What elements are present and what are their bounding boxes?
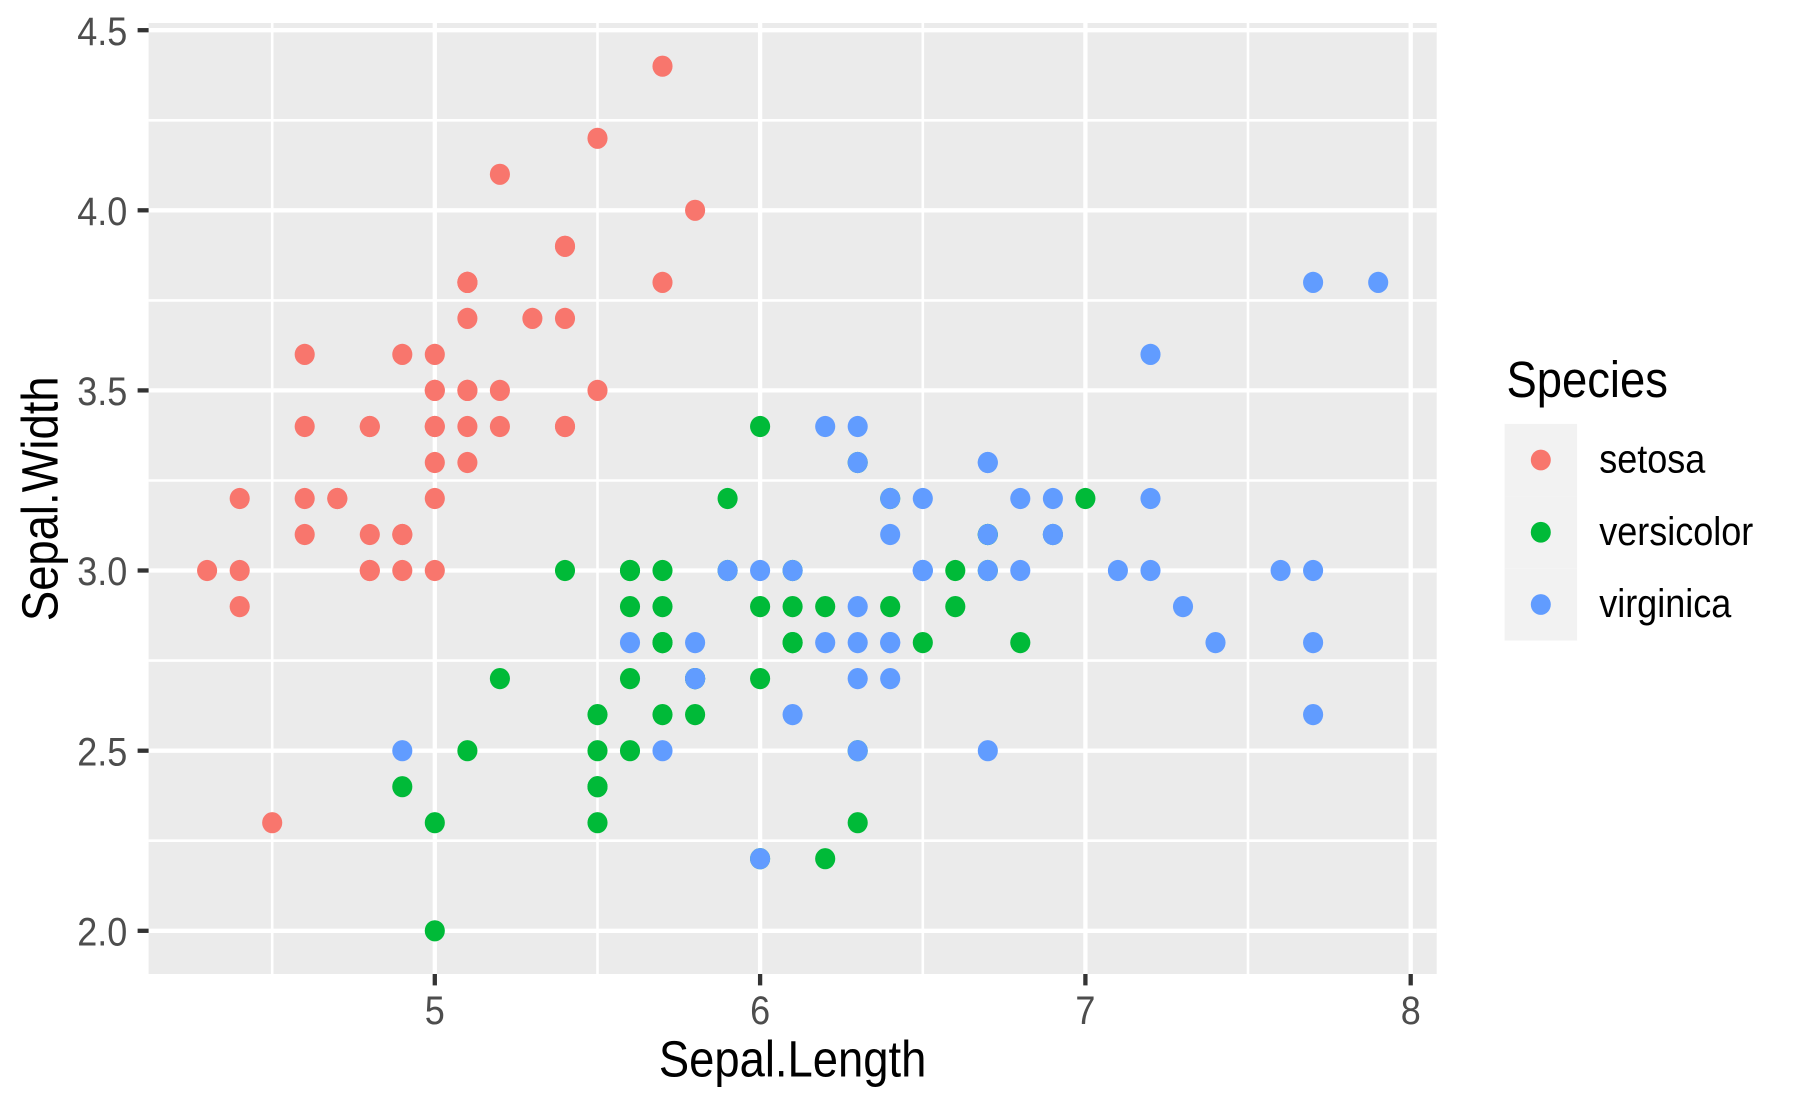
svg-text:setosa: setosa xyxy=(1599,438,1706,482)
svg-text:4.0: 4.0 xyxy=(77,190,127,234)
svg-text:8: 8 xyxy=(1401,989,1421,1033)
svg-text:5: 5 xyxy=(425,989,445,1033)
svg-text:6: 6 xyxy=(750,989,770,1033)
svg-text:3.5: 3.5 xyxy=(77,370,127,414)
svg-text:2.0: 2.0 xyxy=(77,911,127,955)
svg-text:versicolor: versicolor xyxy=(1599,510,1753,554)
svg-text:Species: Species xyxy=(1507,351,1668,408)
svg-text:3.0: 3.0 xyxy=(77,550,127,594)
svg-text:Sepal.Width: Sepal.Width xyxy=(12,376,69,621)
svg-text:7: 7 xyxy=(1075,989,1095,1033)
svg-text:virginica: virginica xyxy=(1599,582,1732,626)
svg-text:4.5: 4.5 xyxy=(77,10,127,54)
svg-text:Sepal.Length: Sepal.Length xyxy=(659,1031,926,1088)
svg-text:2.5: 2.5 xyxy=(77,731,127,775)
